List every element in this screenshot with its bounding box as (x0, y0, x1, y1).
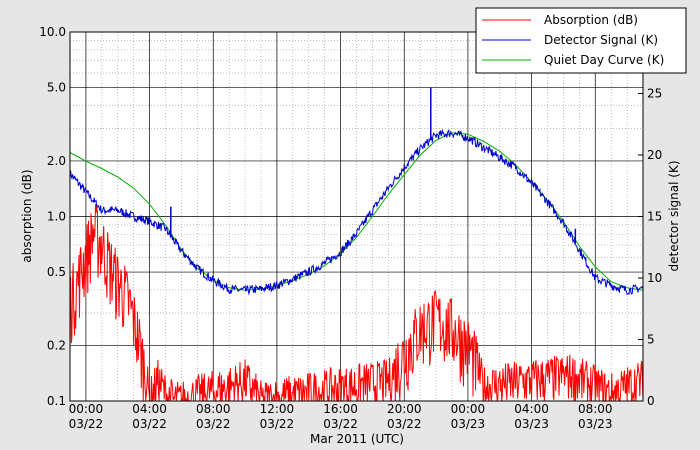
x-tick-label-time: 00:00 (451, 402, 486, 416)
x-tick-label-date: 03/23 (514, 417, 549, 431)
x-tick-label-time: 12:00 (260, 402, 295, 416)
y-right-tick-label: 20 (647, 148, 662, 162)
legend: Absorption (dB) Detector Signal (K) Quiet … (475, 7, 687, 74)
x-tick-label-time: 00:00 (69, 402, 104, 416)
x-tick-label-time: 20:00 (387, 402, 422, 416)
y-right-tick-label: 5 (647, 333, 655, 347)
y-right-tick-label: 15 (647, 210, 662, 224)
y-left-tick-label: 2.0 (47, 154, 66, 168)
series-line-absorption-db (69, 204, 644, 403)
x-tick-label-date: 03/22 (387, 417, 422, 431)
x-tick-label-date: 03/22 (260, 417, 295, 431)
x-axis-label: Mar 2011 (UTC) (310, 432, 404, 446)
x-tick-label-time: 04:00 (514, 402, 549, 416)
y-right-tick-label: 25 (647, 87, 662, 101)
x-axis: 00:0003/2204:0003/2208:0003/2212:0003/22… (69, 402, 613, 431)
x-tick-label-date: 03/22 (323, 417, 358, 431)
y-left-tick-label: 1.0 (47, 210, 66, 224)
y-axis-left: 0.1 0.2 0.5 1.0 2.0 5.0 10.0 (39, 25, 66, 408)
y-left-tick-label: 0.1 (47, 394, 66, 408)
series-layer (69, 87, 644, 403)
x-tick-label-date: 03/23 (578, 417, 613, 431)
x-tick-label-date: 03/23 (451, 417, 486, 431)
y-left-tick-label: 10.0 (39, 25, 66, 39)
y-left-tick-label: 0.5 (47, 265, 66, 279)
legend-label: Absorption (dB) (544, 13, 638, 27)
y-right-tick-label: 10 (647, 271, 662, 285)
x-tick-label-date: 03/22 (196, 417, 231, 431)
x-tick-label-time: 08:00 (196, 402, 231, 416)
series-line-detector-signal-k (69, 128, 644, 296)
y-axis-left-label: absorption (dB) (20, 169, 34, 262)
x-tick-label-time: 08:00 (578, 402, 613, 416)
x-tick-label-date: 03/22 (69, 417, 104, 431)
x-tick-label-date: 03/22 (132, 417, 167, 431)
y-left-tick-label: 0.2 (47, 338, 66, 352)
legend-label: Detector Signal (K) (544, 33, 658, 47)
y-right-tick-label: 0 (647, 394, 655, 408)
legend-box (475, 7, 687, 74)
legend-label: Quiet Day Curve (K) (544, 53, 664, 67)
x-tick-label-time: 16:00 (323, 402, 358, 416)
y-left-tick-label: 5.0 (47, 81, 66, 95)
x-tick-label-time: 04:00 (132, 402, 167, 416)
y-axis-right: 0 5 10 15 20 25 (638, 87, 662, 408)
y-axis-right-label: detector signal (K) (667, 160, 681, 271)
series-line-quiet-day-curve-k (69, 132, 644, 291)
